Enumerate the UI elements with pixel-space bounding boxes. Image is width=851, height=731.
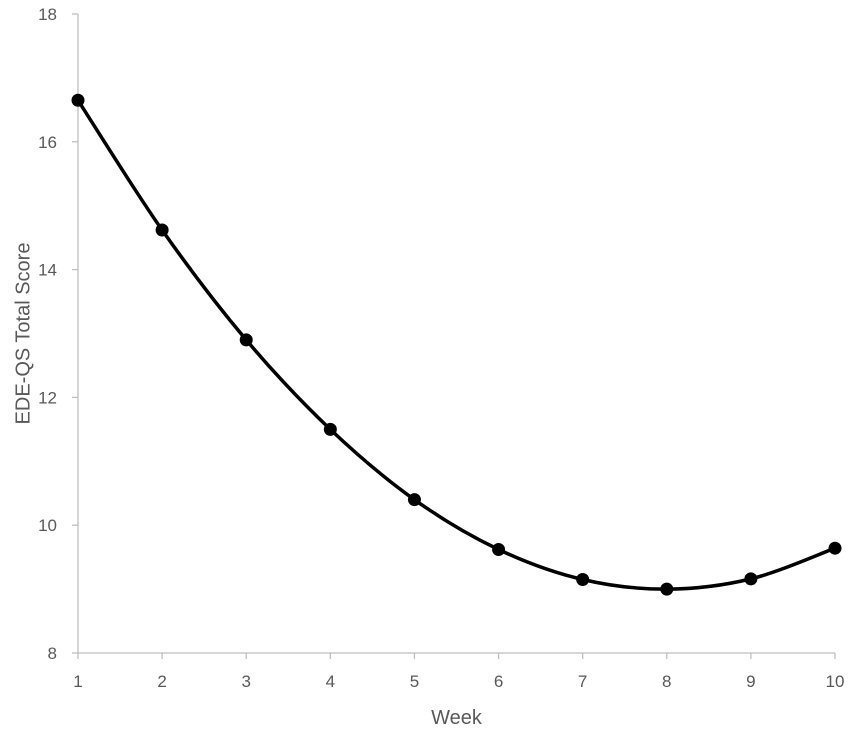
x-tick-label: 5 (410, 672, 419, 691)
x-tick-label: 9 (746, 672, 755, 691)
data-point (576, 573, 590, 587)
x-tick-label: 10 (826, 672, 845, 691)
data-point (660, 582, 674, 596)
data-point (71, 93, 85, 107)
data-point (492, 542, 506, 556)
series-line (76, 99, 836, 591)
y-axis-title: EDE-QS Total Score (12, 243, 34, 425)
x-tick-label: 7 (578, 672, 587, 691)
x-tick-label: 8 (662, 672, 671, 691)
data-point (828, 541, 842, 555)
data-point (323, 422, 337, 436)
series-group (71, 93, 842, 596)
x-axis-ticks: 1 2 3 4 5 6 7 8 9 10 (73, 653, 844, 691)
data-point (155, 223, 169, 237)
y-tick-label: 16 (38, 133, 57, 152)
x-axis-title: Week (431, 707, 483, 729)
x-tick-label: 4 (326, 672, 335, 691)
x-tick-label: 1 (73, 672, 82, 691)
data-point (744, 572, 758, 586)
y-tick-label: 14 (38, 261, 57, 280)
data-point (407, 493, 421, 507)
y-tick-label: 18 (38, 5, 57, 24)
data-point (239, 333, 253, 347)
x-tick-label: 2 (157, 672, 166, 691)
y-axis-ticks: 8 10 12 14 16 18 (38, 5, 78, 663)
x-tick-label: 6 (494, 672, 503, 691)
x-tick-label: 3 (241, 672, 250, 691)
y-tick-label: 10 (38, 516, 57, 535)
y-tick-label: 12 (38, 388, 57, 407)
y-tick-label: 8 (48, 644, 57, 663)
